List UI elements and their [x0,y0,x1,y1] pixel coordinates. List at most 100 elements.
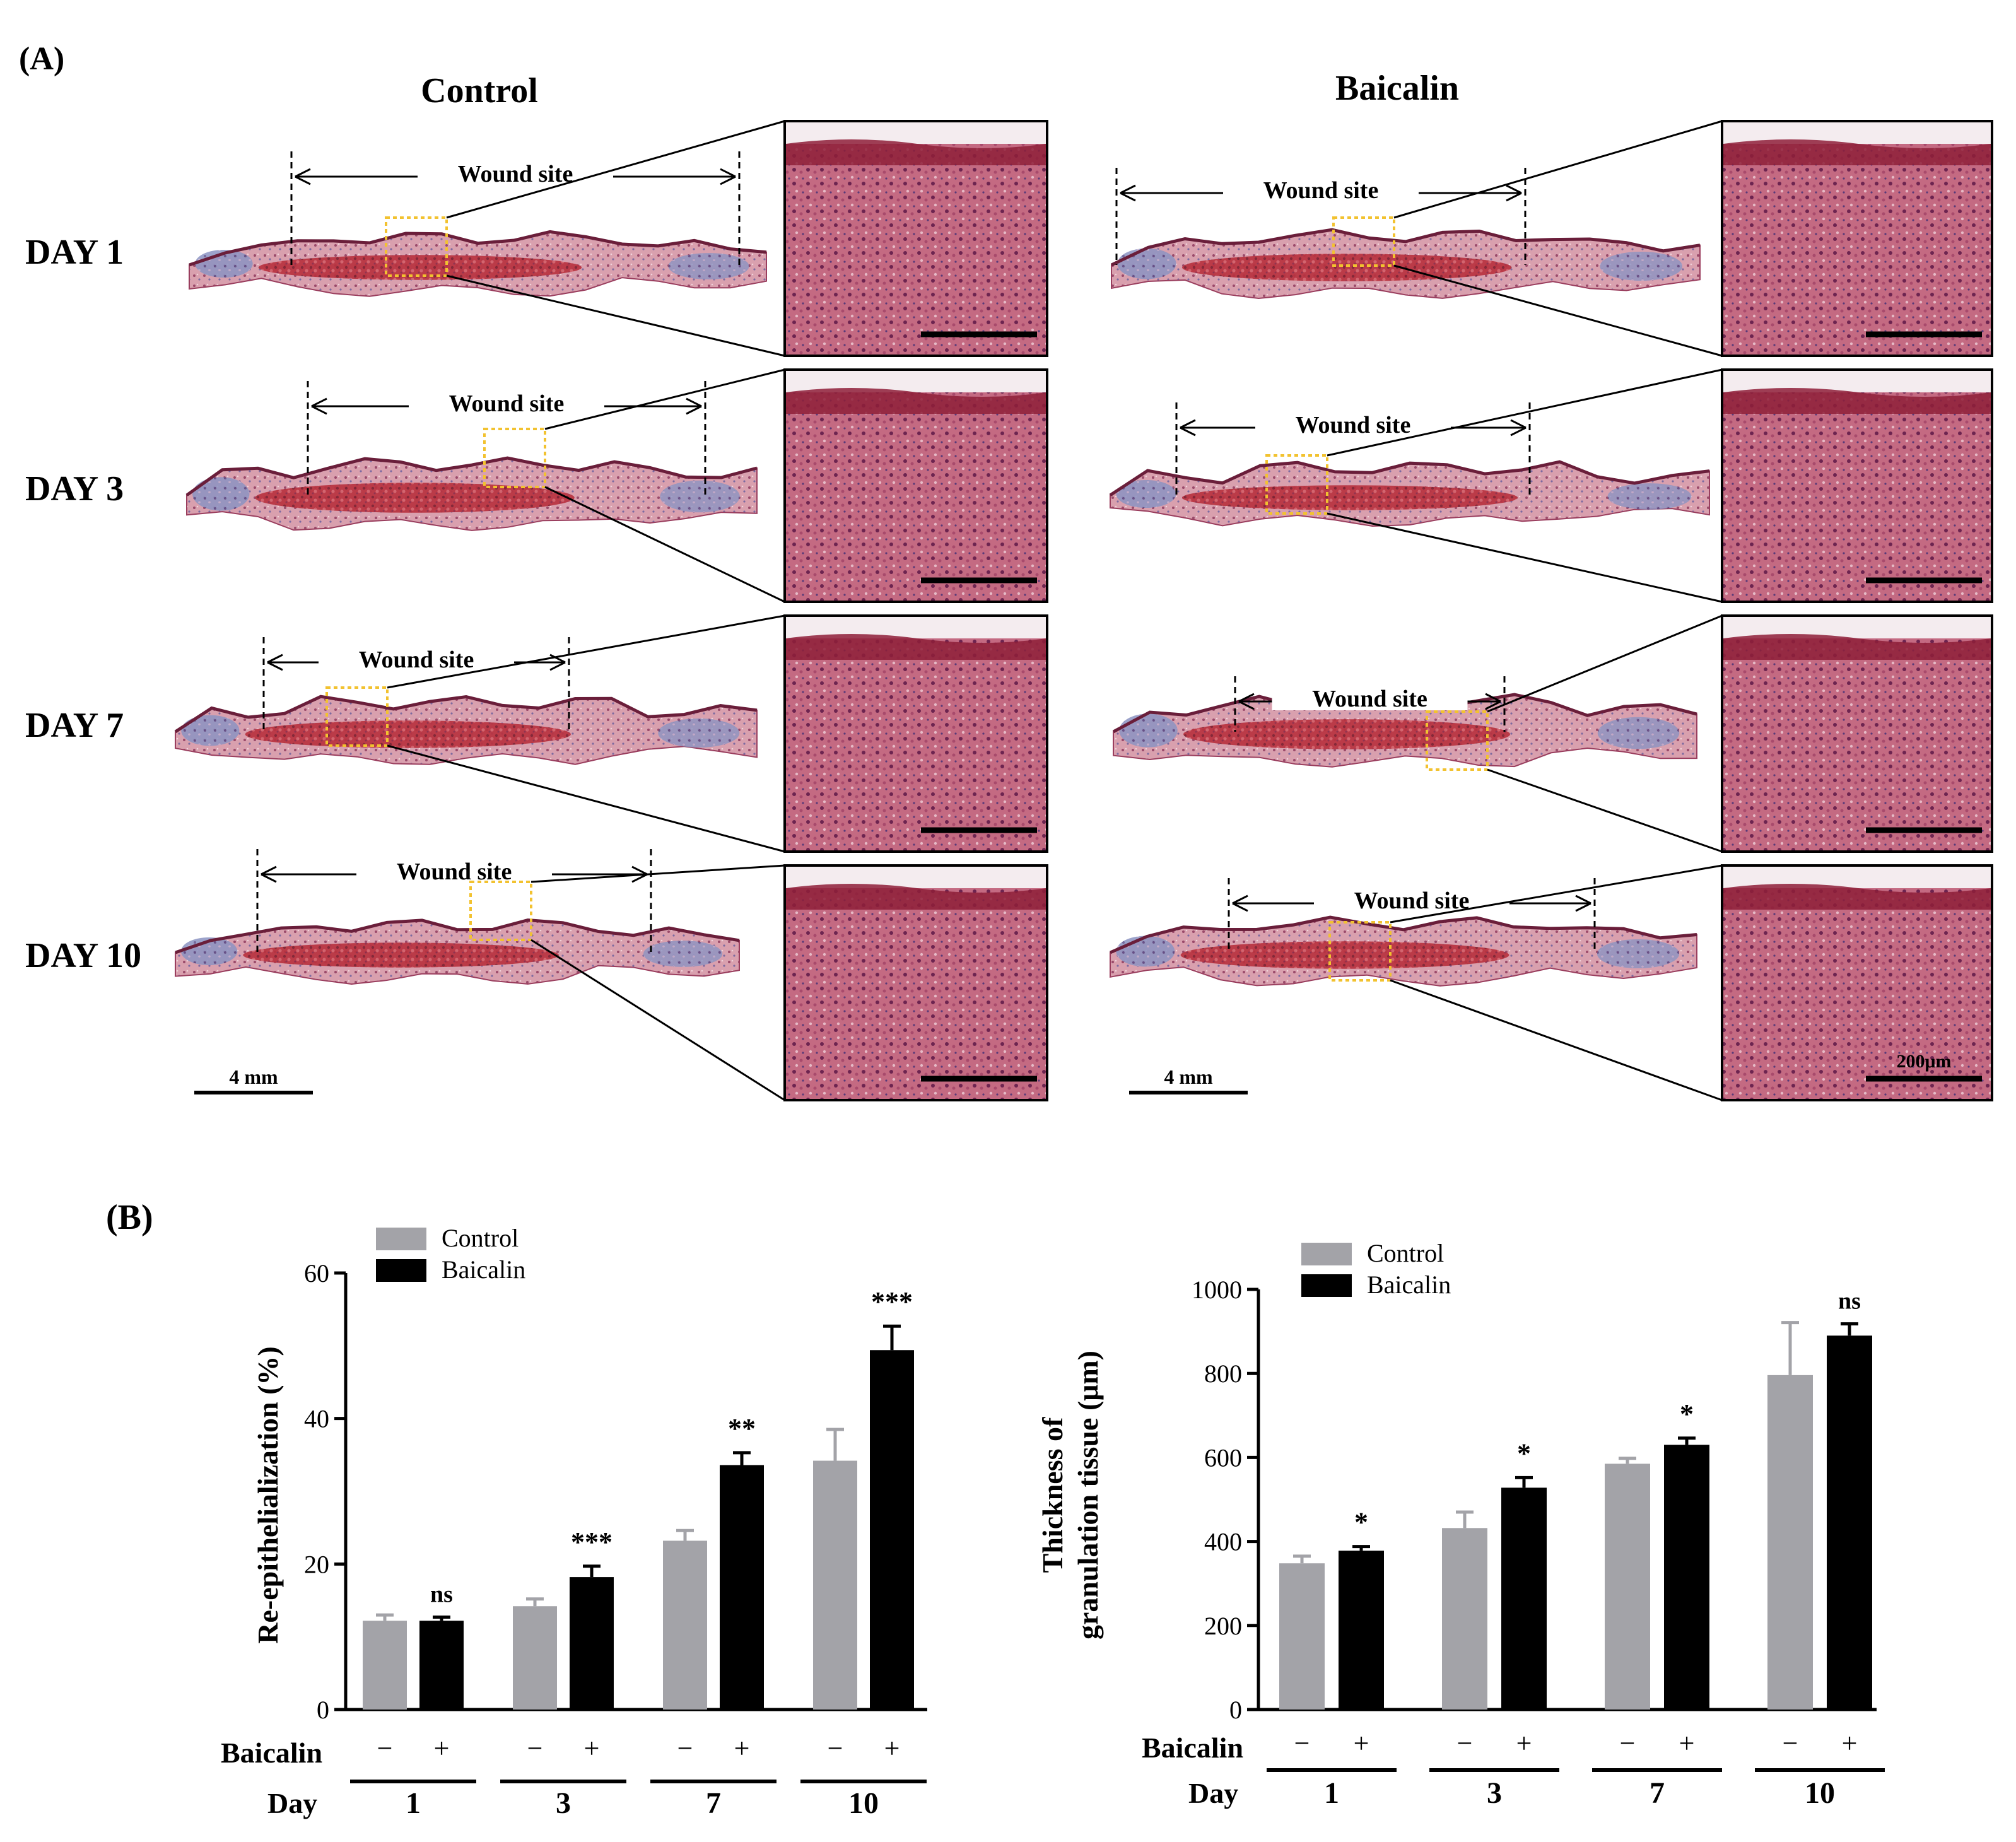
treatment-sign: − [1457,1728,1473,1759]
control-tissue-dermis [245,720,571,748]
significance-marker: * [1517,1438,1531,1469]
baicalin-tissue-epidermis [1109,460,1710,497]
column-title-baicalin: Baicalin [1335,69,1459,108]
wound-label-bg [1255,409,1451,437]
inset-epidermis-layer [786,139,1046,165]
legend-swatch-control [376,1228,426,1250]
control-tissue-edge-right [643,941,723,967]
inset-epidermis-layer [786,884,1046,910]
x-tick-label-day-10: 10 [848,1786,879,1820]
arrowhead-right [1506,184,1522,202]
control-section-3: Wound site [174,614,1048,853]
legend-swatch-baicalin [1301,1274,1352,1297]
baicalin-tissue-edge-left [1116,479,1176,508]
wound-label-bg [319,643,514,671]
inset-epidermis-layer [786,388,1046,414]
zoom-line-bottom [446,274,785,357]
chart-granulation-thickness: 0 200 400 600 800 1000 Thickness of granulation… [1036,1239,1885,1810]
zoom-line-bottom [1393,264,1723,357]
wound-site-label: Wound site [1296,412,1411,438]
inset-micrograph [783,368,1048,603]
inset-micrograph [1721,368,1993,603]
zoom-line-bottom [1390,979,1723,1101]
control-tissue-edge-right [668,253,749,279]
baicalin-section-3: Wound site [1112,614,1993,853]
treatment-row-label: Baicalin [221,1737,322,1769]
magnification-box [325,686,389,747]
y-tick-label: 0 [1229,1696,1242,1724]
y-axis-label: Thickness of granulation tissue (μm) [1036,1351,1104,1640]
inset-epidermis-layer [786,634,1046,660]
control-tissue-epidermis [189,230,767,267]
treatment-sign: + [734,1733,750,1764]
zoom-line-bottom [1487,768,1723,853]
treatment-sign: + [1354,1728,1369,1759]
control-tissue-edge-left [181,715,240,746]
y-tick-label: 40 [304,1405,329,1433]
legend-swatch-control [1301,1243,1352,1265]
significance-marker: ns [1838,1288,1861,1315]
treatment-row-label: Baicalin [1142,1732,1243,1764]
magnification-box [1426,710,1489,771]
day-row-3: DAY 7 Wound site Wound site [25,614,1993,853]
bar-control-day-1 [363,1621,407,1710]
arrowhead-left [267,654,283,671]
day-row-label: Day [1188,1777,1238,1809]
baicalin-tissue-edge-right [1607,483,1692,510]
treatment-sign: + [1679,1728,1695,1759]
day-label: DAY 1 [25,233,124,272]
control-section-1: Wound site [189,120,1048,357]
day-label: DAY 3 [25,469,124,508]
arrowhead-left [1232,895,1248,912]
zoom-line-top [1487,614,1723,713]
wound-site-label: Wound site [458,161,573,187]
arrowhead-right [549,654,566,671]
x-tick-label-day-10: 10 [1805,1776,1835,1810]
panel-b-label: (B) [106,1198,153,1237]
baicalin-section-1: Wound site [1110,120,1993,357]
control-tissue-dermis [258,255,582,280]
arrowhead-left [295,168,311,185]
inset-micrograph [783,120,1048,357]
control-tissue-dermis [243,942,559,968]
day-row-2: DAY 3 Wound site Wound site [25,368,1993,603]
bar-control-day-10 [1767,1375,1813,1710]
baicalin-tissue-edge-left [1119,713,1178,748]
wound-label-bg [409,387,604,415]
legend-label-control: Control [1367,1239,1444,1267]
bar-control-day-7 [663,1540,707,1710]
baicalin-tissue-edge-left [1117,248,1176,279]
day-label: DAY 10 [25,936,141,975]
arrowhead-right [720,168,736,185]
treatment-sign: + [584,1733,600,1764]
column-title-control: Control [421,71,538,110]
wound-site-label: Wound site [1354,888,1470,914]
scale-bar-control: 4 mm [194,1065,313,1094]
inset-micrograph [1721,120,1993,357]
wound-label-bg [418,158,613,185]
baicalin-tissue-epidermis [1109,915,1697,954]
y-axis-label-line-1: Thickness of [1036,1417,1069,1573]
wound-site-label: Wound site [1312,686,1427,712]
x-tick-label-day-7: 7 [706,1786,721,1820]
treatment-sign: − [828,1733,843,1764]
arrowhead-right [1485,693,1501,710]
significance-marker: ** [728,1413,756,1444]
treatment-sign: − [677,1733,693,1764]
baicalin-section-4: Wound site 200μm [1109,864,1993,1101]
bar-baicalin-day-1 [419,1621,464,1710]
arrowhead-left [1238,693,1255,710]
y-tick-label: 20 [304,1550,329,1578]
magnification-box [385,216,448,277]
zoom-line-top [1393,120,1723,219]
zoom-line-top [530,864,785,883]
arrowhead-left [1120,184,1136,202]
bar-baicalin-day-10 [870,1350,914,1710]
scale-bar-baicalin: 4 mm [1129,1065,1248,1094]
inset-micrograph [783,864,1048,1101]
inset-scale-label: 200μm [1897,1051,1952,1072]
inset-micrograph [1721,614,1993,853]
day-row-label: Day [267,1787,317,1819]
